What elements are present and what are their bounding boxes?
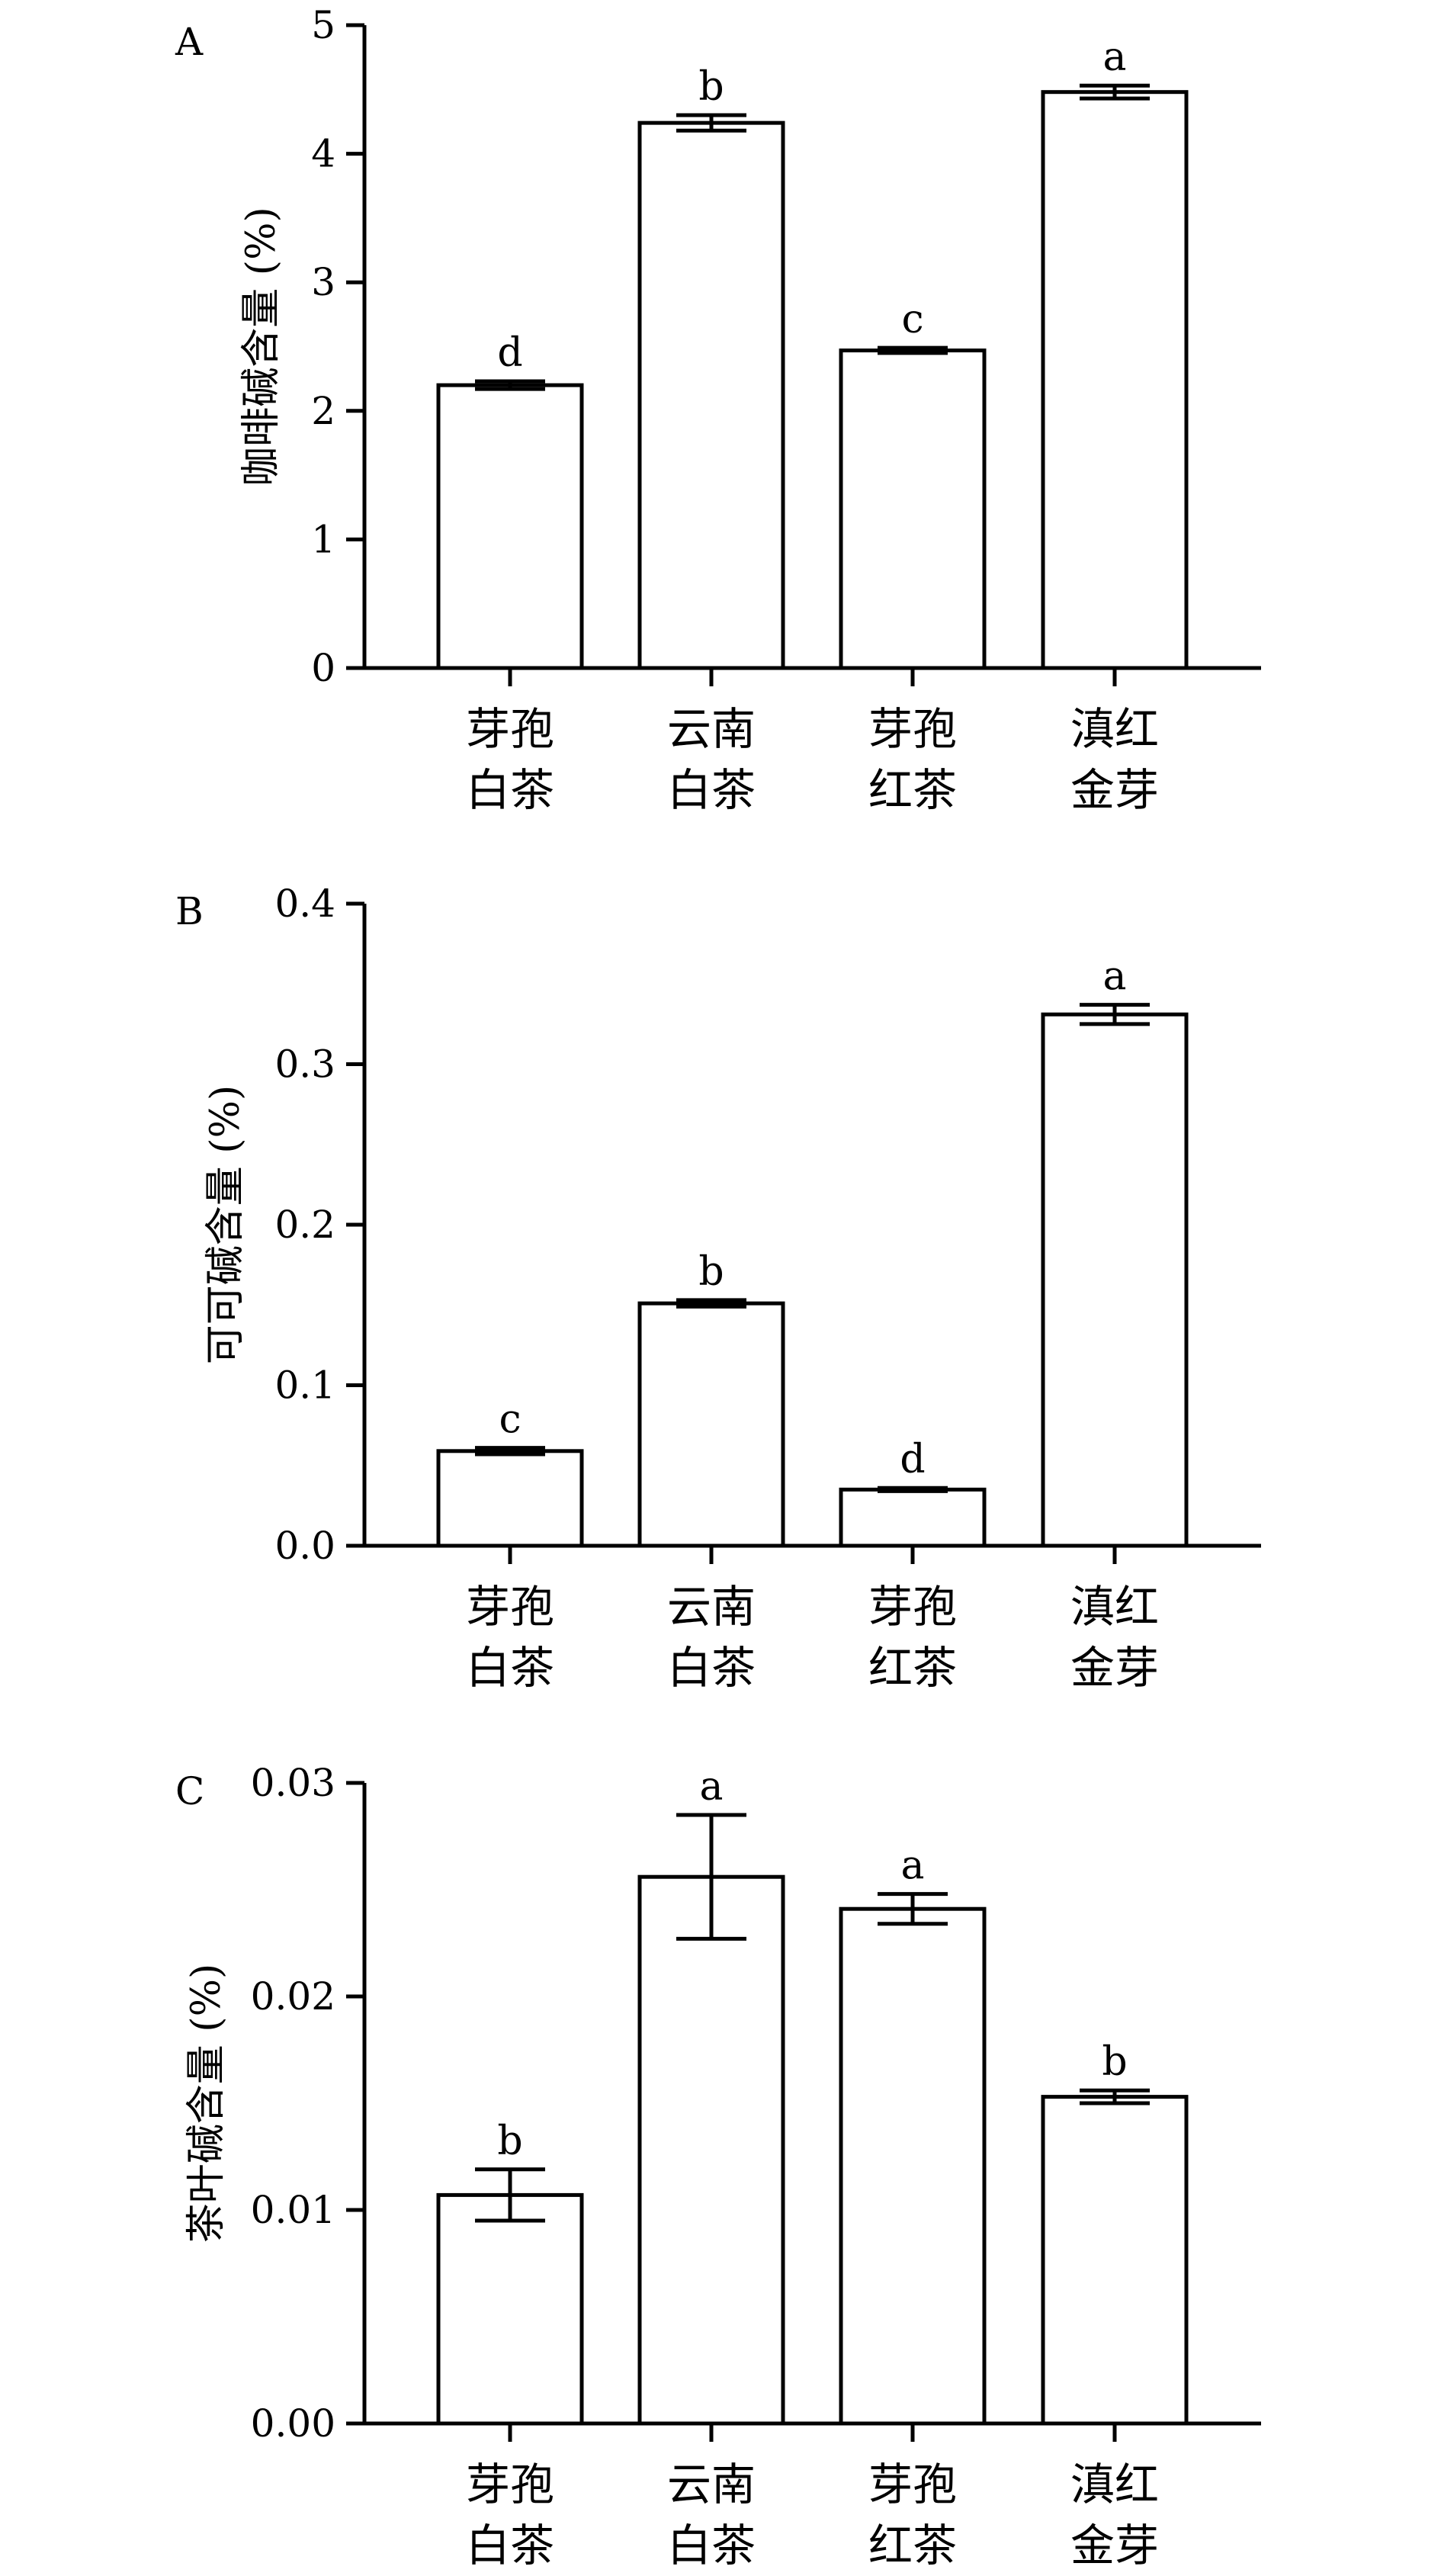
y-tick-label: 0.00	[251, 2401, 335, 2446]
y-tick-label: 5	[311, 3, 335, 47]
x-tick-label: 芽孢	[868, 1581, 957, 1633]
significance-letter: a	[699, 1764, 723, 1810]
x-tick-label: 芽孢	[466, 703, 554, 755]
significance-letter: c	[901, 297, 923, 342]
x-tick-label: 芽孢	[466, 2459, 554, 2510]
y-axis-label: 茶叶碱含量 (%)	[184, 1964, 229, 2244]
x-tick-label: 芽孢	[868, 2459, 957, 2510]
x-tick-label: 金芽	[1070, 1642, 1159, 1694]
x-tick-label: 白茶	[667, 764, 756, 816]
panel-label: C	[175, 1769, 204, 1813]
y-tick-label: 3	[311, 260, 335, 304]
y-tick-label: 0	[311, 646, 335, 690]
x-tick-label: 白茶	[466, 764, 554, 816]
x-tick-label: 滇红	[1070, 2459, 1159, 2510]
bar	[637, 1874, 785, 2426]
significance-letter: d	[497, 330, 522, 376]
bar	[1041, 1012, 1189, 1548]
y-tick-label: 2	[311, 389, 335, 433]
significance-letter: c	[499, 1397, 521, 1443]
bar	[1041, 2095, 1189, 2426]
y-axis-label: 咖啡碱含量 (%)	[239, 207, 284, 487]
x-tick-label: 白茶	[466, 2520, 554, 2571]
y-tick-label: 0.3	[274, 1042, 335, 1087]
x-tick-label: 云南	[667, 2459, 756, 2510]
x-tick-label: 白茶	[667, 1642, 756, 1694]
x-tick-label: 金芽	[1070, 2520, 1159, 2571]
significance-letter: d	[900, 1437, 925, 1482]
y-tick-label: 0.01	[251, 2188, 335, 2232]
significance-letter: b	[1102, 2039, 1127, 2085]
x-tick-label: 白茶	[667, 2520, 756, 2571]
y-axis-label: 可可碱含量 (%)	[203, 1085, 249, 1365]
panel-label: B	[175, 889, 204, 933]
x-tick-label: 红茶	[868, 1642, 957, 1694]
x-tick-label: 滇红	[1070, 1581, 1159, 1633]
y-tick-label: 4	[311, 132, 335, 176]
bar	[839, 1487, 987, 1548]
significance-letter: a	[1102, 954, 1126, 1000]
bar	[839, 348, 987, 670]
x-tick-label: 滇红	[1070, 703, 1159, 755]
x-tick-label: 芽孢	[868, 703, 957, 755]
y-tick-label: 0.03	[251, 1761, 335, 1805]
bar	[436, 2192, 584, 2426]
y-tick-label: 0.1	[274, 1363, 335, 1408]
x-tick-label: 金芽	[1070, 764, 1159, 816]
bar	[436, 383, 584, 670]
bar	[637, 120, 785, 670]
panel-label: A	[175, 20, 204, 64]
x-tick-label: 红茶	[868, 764, 957, 816]
significance-letter: b	[698, 64, 724, 110]
x-tick-label: 芽孢	[466, 1581, 554, 1633]
x-tick-label: 白茶	[466, 1642, 554, 1694]
y-tick-label: 0.02	[251, 1974, 335, 2019]
y-tick-label: 0.4	[274, 882, 335, 926]
y-tick-label: 0.0	[274, 1524, 335, 1568]
bar	[839, 1906, 987, 2426]
x-tick-label: 红茶	[868, 2520, 957, 2571]
x-tick-label: 云南	[667, 1581, 756, 1633]
y-tick-label: 1	[311, 517, 335, 561]
significance-letter: b	[698, 1249, 724, 1295]
significance-letter: a	[900, 1843, 924, 1889]
x-tick-label: 云南	[667, 703, 756, 755]
bar	[1041, 90, 1189, 670]
y-tick-label: 0.2	[274, 1203, 335, 1247]
significance-letter: b	[497, 2118, 522, 2164]
bar	[436, 1449, 584, 1548]
bar	[637, 1301, 785, 1548]
significance-letter: a	[1102, 34, 1126, 80]
